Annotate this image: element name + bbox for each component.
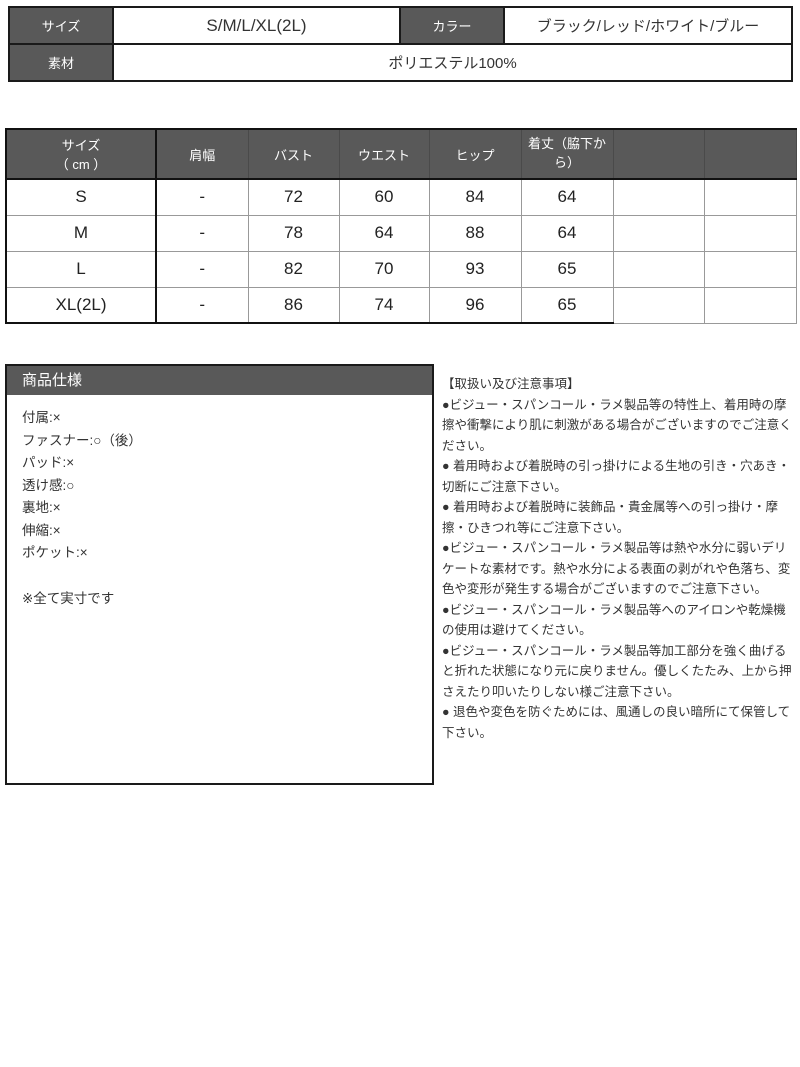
cell-empty [703, 286, 797, 324]
cell-bust: 82 [247, 250, 340, 288]
cell-waist: 74 [338, 286, 430, 324]
cell-bust: 78 [247, 214, 340, 252]
cell-empty [612, 286, 705, 324]
size-chart-table: サイズ （ cm ） 肩幅 バスト ウエスト ヒップ 着丈（脇下か ら） S -… [5, 128, 797, 324]
handling-note-item: ● 着用時および着脱時の引っ掛けによる生地の引き・穴あき・切断にご注意下さい。 [442, 459, 791, 494]
cell-empty [612, 250, 705, 288]
cell-empty [703, 250, 797, 288]
cell-empty [612, 214, 705, 252]
color-label-cell: カラー [399, 6, 505, 45]
material-value-cell: ポリエステル100% [112, 43, 793, 82]
spec-item-lining: 裏地:× [22, 500, 61, 515]
product-info-table: サイズ S/M/L/XL(2L) カラー ブラック/レッド/ホワイト/ブルー 素… [8, 6, 793, 82]
color-value-cell: ブラック/レッド/ホワイト/ブルー [503, 6, 793, 45]
handling-note-item: ● 退色や変色を防ぐためには、風通しの良い暗所にて保管して下さい。 [442, 705, 791, 740]
cell-shoulder: - [155, 250, 249, 288]
handling-note-item: ●ビジュー・スパンコール・ラメ製品等の特性上、着用時の摩擦や衝撃により肌に刺激が… [442, 397, 792, 453]
header-bust: バスト [248, 129, 340, 180]
cell-bust: 86 [247, 286, 340, 324]
header-size-cm: サイズ （ cm ） [6, 129, 157, 180]
cell-empty [703, 214, 797, 252]
handling-note-item: ●ビジュー・スパンコール・ラメ製品等は熱や水分に弱いデリケートな素材です。熱や水… [442, 541, 791, 596]
size-row-xl: XL(2L) - 86 74 96 65 [5, 286, 797, 324]
cell-shoulder: - [155, 214, 249, 252]
material-label-cell: 素材 [8, 43, 114, 82]
cell-length: 65 [520, 250, 614, 288]
spec-item-sheerness: 透け感:○ [22, 477, 75, 493]
spec-box-title: 商品仕様 [7, 366, 432, 395]
cell-hip: 84 [428, 178, 522, 216]
cell-length: 64 [520, 178, 614, 216]
header-length: 着丈（脇下か ら） [521, 129, 614, 180]
cell-shoulder: - [155, 178, 249, 216]
spec-item-fastener: ファスナー:○（後） [22, 432, 142, 448]
cell-hip: 96 [428, 286, 522, 324]
cell-length: 64 [520, 214, 614, 252]
header-hip: ヒップ [429, 129, 522, 180]
handling-notes: 【取扱い及び注意事項】 ●ビジュー・スパンコール・ラメ製品等の特性上、着用時の摩… [442, 374, 798, 743]
spec-measurement-note: ※全て実寸です [22, 590, 115, 606]
info-row-material: 素材 ポリエステル100% [8, 43, 793, 82]
handling-note-item: ●ビジュー・スパンコール・ラメ製品等へのアイロンや乾燥機の使用は避けてください。 [442, 602, 786, 638]
header-shoulder: 肩幅 [156, 129, 249, 180]
spec-item-pocket: ポケット:× [22, 545, 88, 560]
header-empty-1 [613, 129, 705, 180]
size-chart-header-row: サイズ （ cm ） 肩幅 バスト ウエスト ヒップ 着丈（脇下か ら） [6, 129, 797, 180]
spec-item-stretch: 伸縮:× [22, 522, 61, 538]
header-empty-2 [704, 129, 797, 180]
handling-note-item: ●ビジュー・スパンコール・ラメ製品等加工部分を強く曲げると折れた状態になり元に戻… [442, 643, 792, 699]
handling-note-item: ● 着用時および着脱時に装飾品・貴金属等への引っ掛け・摩擦・ひきつれ等にご注意下… [442, 500, 779, 535]
size-row-m: M - 78 64 88 64 [5, 214, 797, 252]
size-label: L [5, 250, 157, 288]
size-label: S [5, 178, 157, 216]
size-row-s: S - 72 60 84 64 [5, 178, 797, 216]
cell-bust: 72 [247, 178, 340, 216]
header-waist: ウエスト [339, 129, 430, 180]
spec-item-accessory: 付属:× [22, 410, 61, 425]
product-spec-box: 商品仕様 付属:× ファスナー:○（後） パッド:× 透け感:○ 裏地:× 伸縮… [5, 364, 434, 785]
cell-waist: 60 [338, 178, 430, 216]
cell-waist: 64 [338, 214, 430, 252]
spec-item-pad: パッド:× [22, 455, 75, 470]
size-label-cell: サイズ [8, 6, 114, 45]
cell-hip: 93 [428, 250, 522, 288]
size-label: XL(2L) [5, 286, 157, 324]
size-row-l: L - 82 70 93 65 [5, 250, 797, 288]
spec-box-content: 付属:× ファスナー:○（後） パッド:× 透け感:○ 裏地:× 伸縮:× ポケ… [7, 395, 432, 622]
info-row-size-color: サイズ S/M/L/XL(2L) カラー ブラック/レッド/ホワイト/ブルー [8, 6, 793, 45]
size-value-cell: S/M/L/XL(2L) [112, 6, 401, 45]
handling-notes-title: 【取扱い及び注意事項】 [442, 377, 580, 391]
cell-hip: 88 [428, 214, 522, 252]
size-label: M [5, 214, 157, 252]
cell-length: 65 [520, 286, 614, 324]
cell-empty [703, 178, 797, 216]
cell-shoulder: - [155, 286, 249, 324]
cell-empty [612, 178, 705, 216]
cell-waist: 70 [338, 250, 430, 288]
